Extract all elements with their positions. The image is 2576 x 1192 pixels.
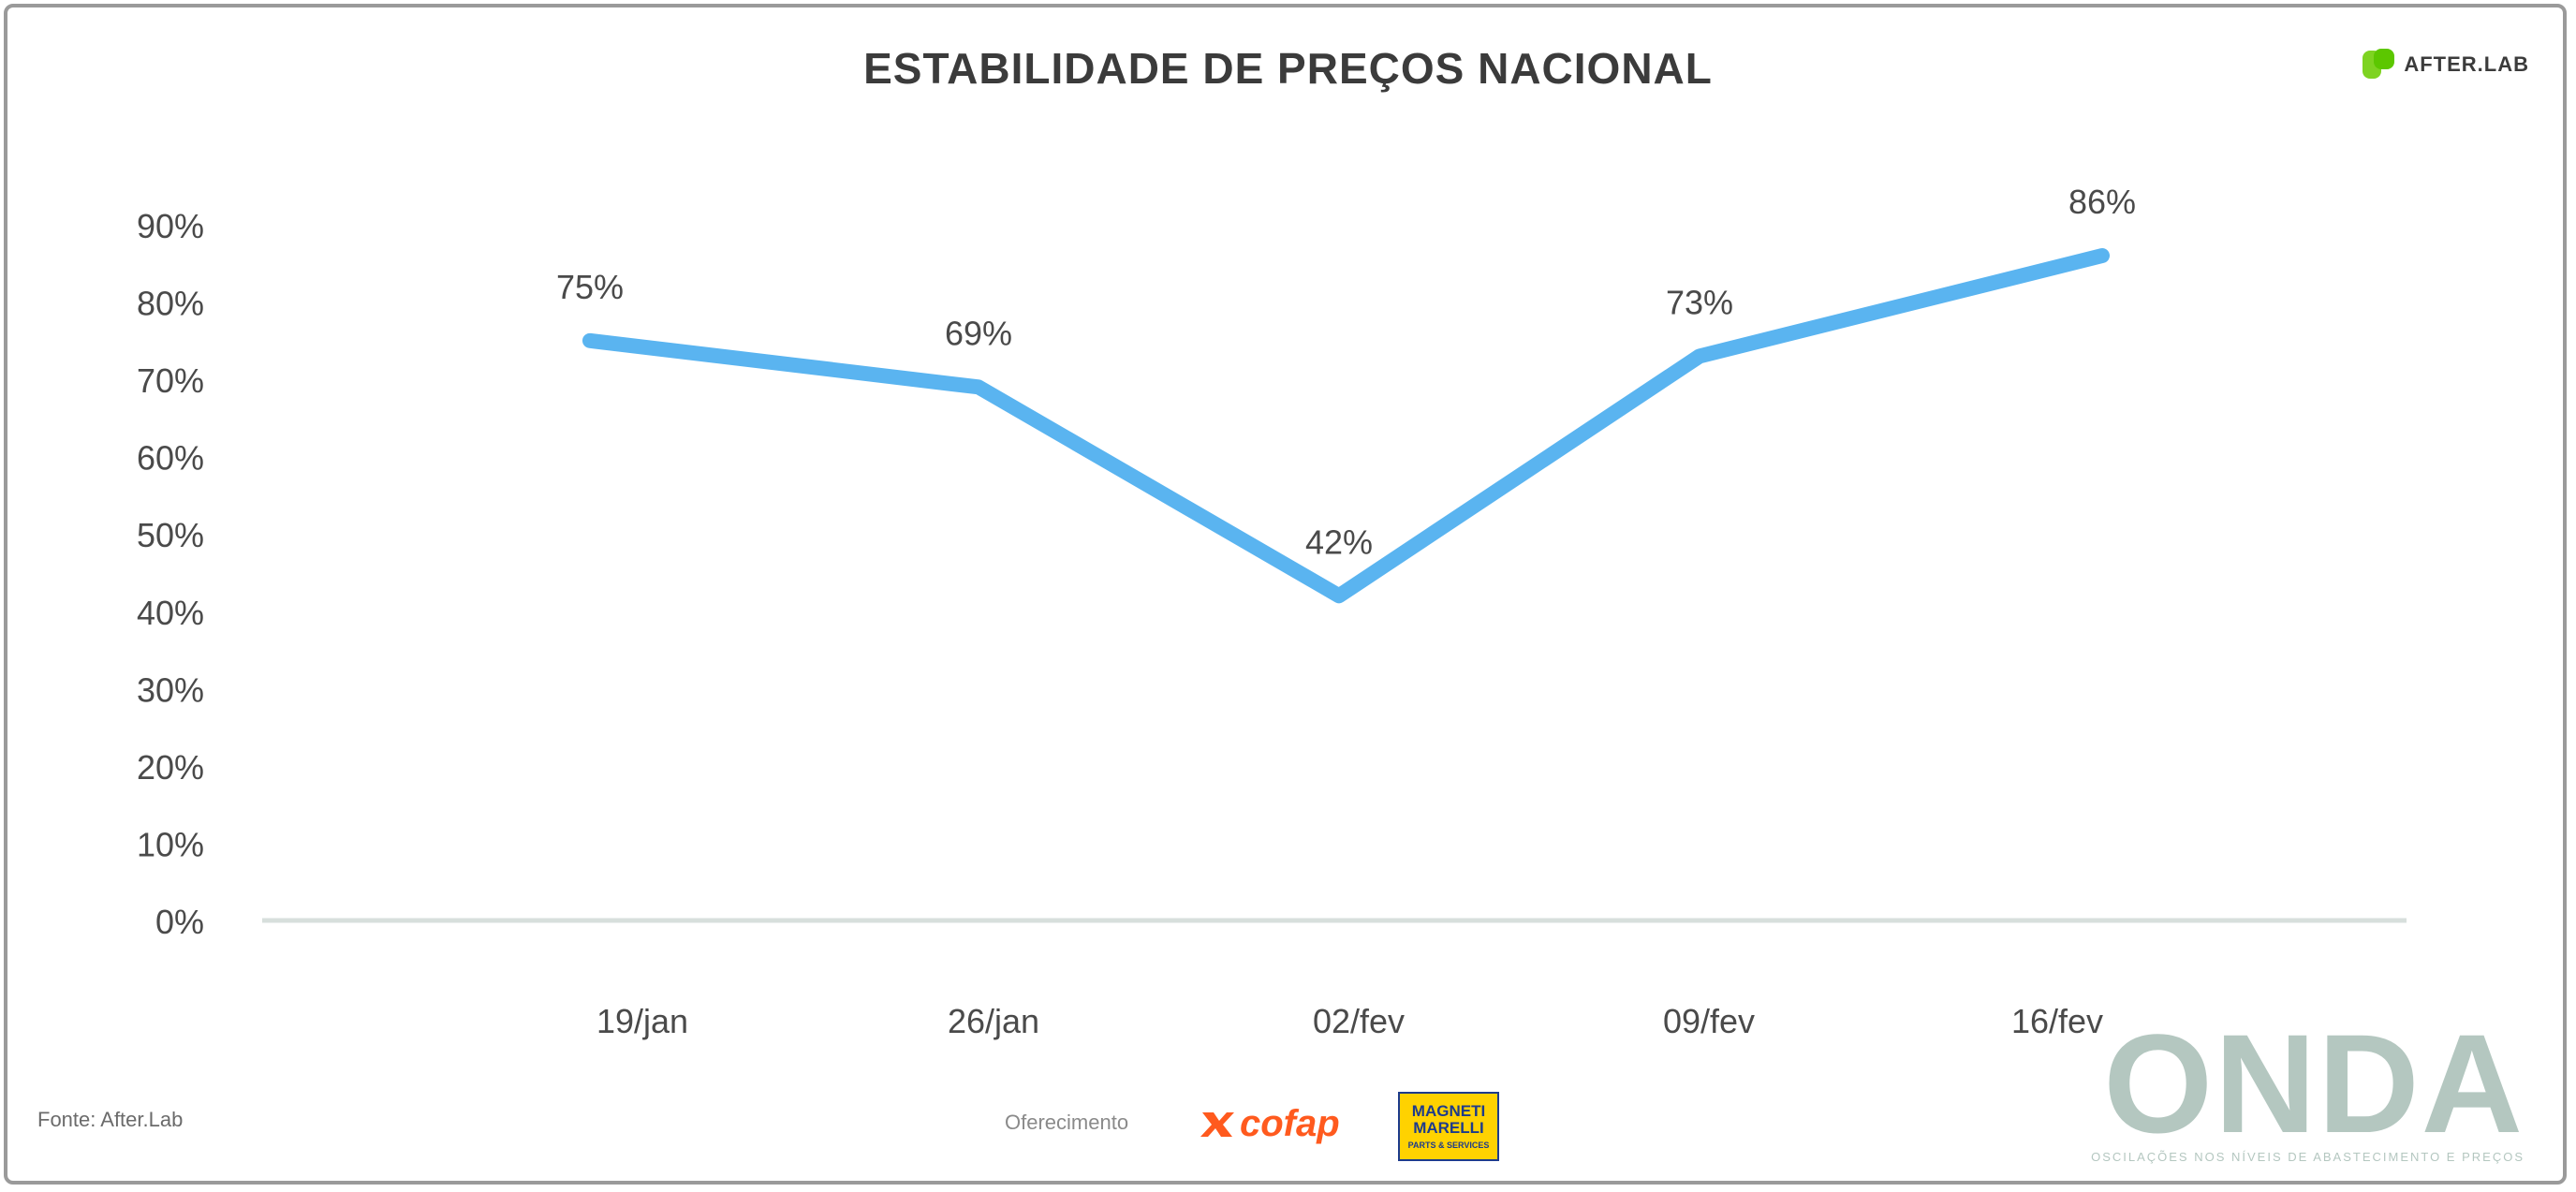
data-labels: 75% 69% 42% 73% 86% (556, 183, 2136, 561)
y-tick-label: 50% (137, 516, 204, 554)
y-tick-label: 30% (137, 670, 204, 709)
x-tick-label: 09/fev (1663, 1002, 1755, 1040)
magneti-marelli-sub: PARTS & SERVICES (1407, 1140, 1490, 1150)
data-label: 73% (1666, 283, 1733, 321)
y-tick-label: 40% (137, 594, 204, 632)
x-tick-label: 26/jan (948, 1002, 1039, 1040)
x-tick-label: 19/jan (596, 1002, 688, 1040)
y-tick-label: 80% (137, 285, 204, 323)
y-tick-label: 60% (137, 439, 204, 478)
data-label: 75% (556, 268, 624, 306)
cofap-wordmark: cofap (1240, 1103, 1340, 1144)
series-line (582, 248, 2110, 604)
y-axis: 0% 10% 20% 30% 40% 50% 60% 70% 80% 90% (137, 207, 204, 941)
y-tick-label: 70% (137, 361, 204, 400)
onda-logo: ONDA (2103, 1005, 2524, 1162)
sponsor-label: Oferecimento (1005, 1111, 1129, 1134)
magneti-marelli-name: MAGNETI MARELLI (1411, 1102, 1486, 1137)
brand-name: AFTER.LAB (2404, 52, 2529, 76)
y-tick-label: 10% (137, 825, 204, 863)
magneti-marelli-logo: MAGNETI MARELLI PARTS & SERVICES (1398, 1092, 1499, 1161)
chart-title: ESTABILIDADE DE PREÇOS NACIONAL (863, 44, 1713, 93)
data-label: 69% (945, 314, 1012, 352)
data-label: 42% (1305, 522, 1373, 561)
onda-tagline: OSCILAÇÕES NOS NÍVEIS DE ABASTECIMENTO E… (2091, 1150, 2524, 1164)
cofap-x-icon (1200, 1111, 1234, 1137)
x-axis: 19/jan 26/jan 02/fev 09/fev 16/fev (596, 1002, 2103, 1040)
data-label: 86% (2068, 183, 2136, 221)
x-tick-label: 16/fev (2011, 1002, 2103, 1040)
source-note: Fonte: After.Lab (37, 1108, 184, 1131)
card-frame (4, 4, 2567, 1185)
brand-logo: AFTER.LAB (2361, 47, 2529, 82)
y-tick-label: 90% (137, 207, 204, 245)
afterlab-logo-icon (2363, 49, 2395, 79)
x-tick-label: 02/fev (1313, 1002, 1405, 1040)
y-tick-label: 20% (137, 748, 204, 787)
cofap-logo: cofap (1199, 1103, 1340, 1145)
y-tick-label: 0% (155, 903, 204, 941)
